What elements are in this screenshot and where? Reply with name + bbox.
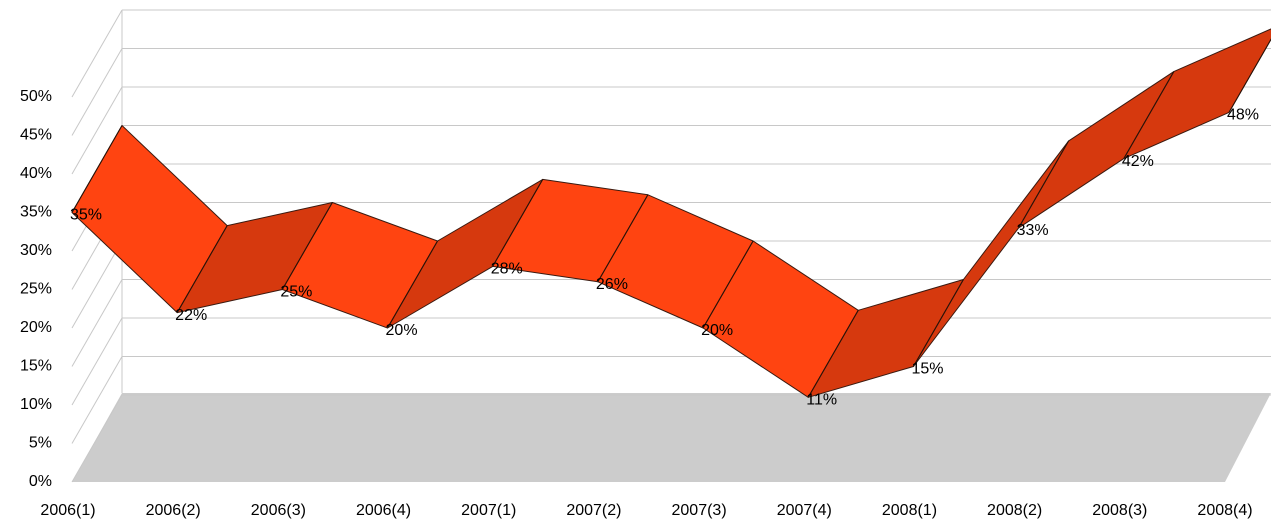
x-tick-label: 2008(2) bbox=[987, 502, 1042, 519]
x-tick-label: 2007(3) bbox=[672, 502, 727, 519]
ribbon-edge bbox=[71, 125, 123, 213]
x-tick-label: 2006(1) bbox=[40, 502, 95, 519]
side-grid-line bbox=[71, 356, 123, 444]
ribbon-segment bbox=[912, 140, 1070, 367]
data-label: 20% bbox=[386, 322, 418, 339]
y-tick-label: 45% bbox=[20, 127, 52, 144]
y-tick-label: 30% bbox=[20, 242, 52, 259]
side-grid-line bbox=[71, 394, 123, 483]
data-label: 15% bbox=[911, 361, 943, 378]
ribbon-segment bbox=[1018, 71, 1175, 229]
side-grid-line bbox=[71, 317, 123, 406]
data-label: 48% bbox=[1227, 107, 1259, 124]
side-grid-line bbox=[71, 9, 123, 98]
y-tick-label: 0% bbox=[29, 473, 52, 490]
x-tick-label: 2007(1) bbox=[461, 502, 516, 519]
data-label: 25% bbox=[280, 284, 312, 301]
ribbon-edge bbox=[176, 225, 228, 313]
data-label: 28% bbox=[491, 261, 523, 278]
y-tick-label: 10% bbox=[20, 396, 52, 413]
y-tick-label: 40% bbox=[20, 165, 52, 182]
x-tick-label: 2006(2) bbox=[146, 502, 201, 519]
data-label: 20% bbox=[701, 322, 733, 339]
data-label: 26% bbox=[596, 276, 628, 293]
x-tick-label: 2008(1) bbox=[882, 502, 937, 519]
y-tick-label: 25% bbox=[20, 281, 52, 298]
y-tick-label: 35% bbox=[20, 204, 52, 221]
floor bbox=[72, 393, 1271, 482]
x-tick-label: 2008(4) bbox=[1197, 502, 1252, 519]
y-tick-label: 20% bbox=[20, 319, 52, 336]
ribbon-edge bbox=[387, 240, 438, 329]
ribbon-edge bbox=[702, 240, 754, 329]
side-grid-line bbox=[71, 48, 123, 136]
x-tick-label: 2007(4) bbox=[777, 502, 832, 519]
data-label: 11% bbox=[806, 392, 837, 409]
y-tick-label: 50% bbox=[20, 88, 52, 105]
ribbon-edge bbox=[913, 279, 964, 367]
ribbon-edge bbox=[597, 194, 649, 283]
data-label: 35% bbox=[70, 207, 102, 224]
data-label: 42% bbox=[1122, 153, 1154, 170]
x-tick-label: 2006(4) bbox=[356, 502, 411, 519]
ribbon-edge bbox=[492, 179, 544, 267]
y-tick-label: 15% bbox=[20, 358, 52, 375]
y-tick-label: 5% bbox=[29, 435, 52, 452]
side-grid-line bbox=[71, 86, 123, 175]
ribbon-edge bbox=[281, 202, 333, 290]
x-tick-label: 2006(3) bbox=[251, 502, 306, 519]
ribbon-edge bbox=[1018, 140, 1070, 229]
ribbon-edge bbox=[1123, 71, 1175, 159]
side-grid-line bbox=[71, 240, 123, 329]
x-tick-label: 2008(3) bbox=[1092, 502, 1147, 519]
ribbon-edge bbox=[807, 310, 859, 398]
data-label: 22% bbox=[175, 307, 207, 324]
side-grid-line bbox=[71, 279, 123, 367]
data-label: 33% bbox=[1017, 222, 1049, 239]
x-tick-label: 2007(2) bbox=[566, 502, 621, 519]
